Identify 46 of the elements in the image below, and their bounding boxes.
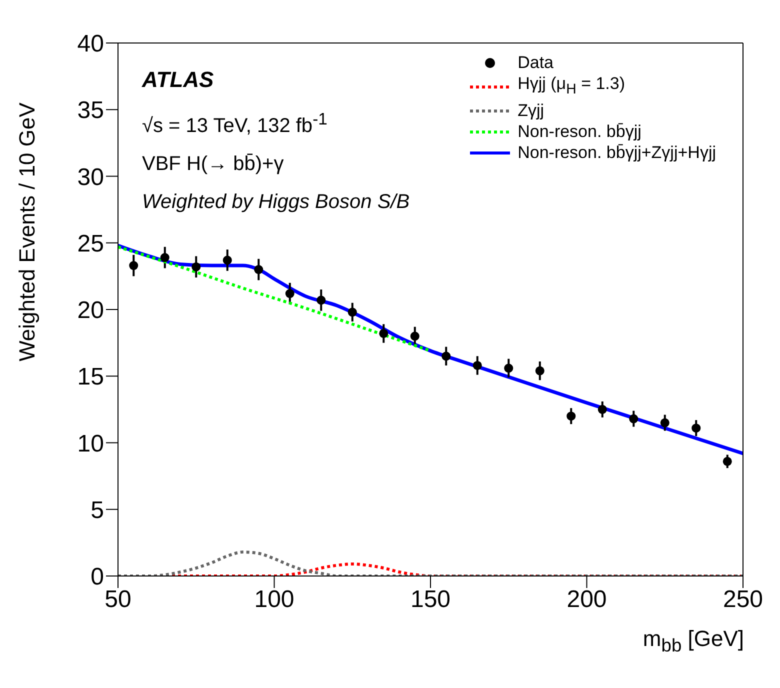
- y-tick-label: 40: [77, 30, 104, 58]
- point: [629, 414, 638, 424]
- point: [129, 261, 138, 270]
- point: [285, 289, 294, 298]
- legend-label: Non-reson. bb̄γjj+Zγjj+Hγjj: [518, 142, 716, 164]
- point: [254, 265, 264, 274]
- point: [379, 328, 388, 338]
- legend-label: Zγjj: [518, 100, 544, 122]
- x-tick-label: 200: [566, 586, 607, 614]
- y-tick-label: 30: [77, 164, 104, 191]
- x-tick-label: 50: [104, 586, 132, 614]
- annotation: ATLAS: [142, 67, 214, 92]
- point: [316, 296, 326, 305]
- legend-label: Non-reson. bb̄γjj: [518, 121, 642, 142]
- x-tick-label: 100: [254, 586, 294, 614]
- y-tick-label: 35: [77, 97, 104, 124]
- legend-label: Data: [518, 52, 554, 73]
- point: [192, 262, 201, 272]
- x-axis-title: m$_{bb}$ [GeV]: [642, 626, 744, 656]
- point: [348, 308, 357, 317]
- point: [160, 253, 170, 262]
- point: [504, 364, 514, 373]
- point: [442, 352, 451, 361]
- point: [566, 412, 576, 421]
- legend-label: Hγjj (μ$_{H}$ = 1.3): [518, 73, 626, 100]
- point: [472, 360, 482, 370]
- y-tick-label: 25: [77, 230, 104, 258]
- line-series: [118, 244, 743, 456]
- y-axis-title: Weighted Events / 10 GeV: [14, 102, 40, 362]
- annotation: √s = 13 TeV, 132 fb$^{-1}$: [142, 109, 328, 137]
- point: [410, 332, 420, 341]
- y-tick-label: 15: [77, 364, 104, 391]
- y-tick-label: 20: [77, 297, 104, 324]
- x-tick-label: 150: [410, 586, 451, 614]
- y-tick-label: 10: [77, 430, 104, 458]
- point: [222, 256, 232, 265]
- y-tick-label: 5: [90, 496, 104, 524]
- point: [660, 418, 670, 428]
- point: [535, 366, 544, 376]
- x-tick-label: 250: [722, 586, 764, 614]
- y-tick-label: 0: [90, 564, 104, 591]
- point: [692, 424, 701, 433]
- annotation: Weighted by Higgs Boson S/B: [142, 190, 410, 213]
- point: [598, 404, 607, 414]
- annotation: VBF H(→ bb̄)+γ: [142, 152, 284, 175]
- point: [722, 456, 732, 466]
